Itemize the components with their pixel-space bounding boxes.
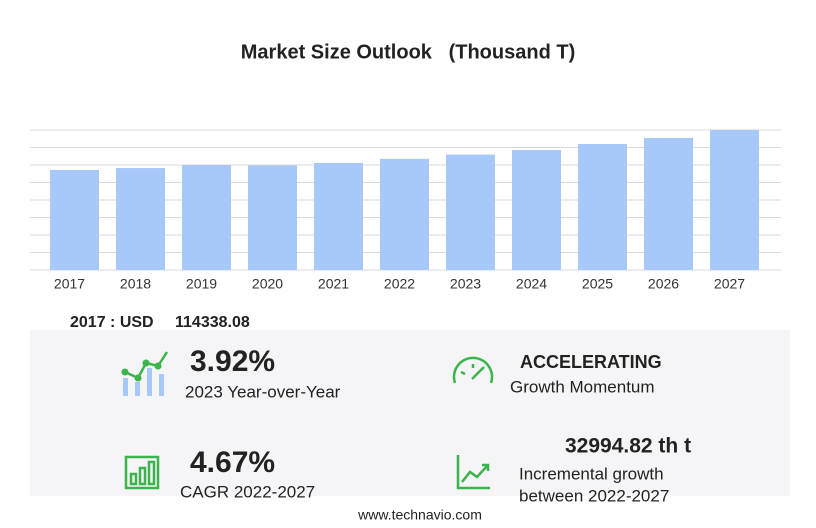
increment-label: between 2022-2027 bbox=[519, 486, 669, 505]
x-tick-label: 2018 bbox=[120, 276, 151, 292]
bar bbox=[182, 165, 231, 270]
bar bbox=[512, 150, 561, 270]
summary-label: 2017 : USD bbox=[70, 314, 154, 331]
bar bbox=[248, 165, 297, 270]
bar bbox=[578, 144, 627, 270]
bar bbox=[446, 154, 495, 270]
summary-value: 114338.08 bbox=[175, 314, 250, 331]
x-tick-label: 2021 bbox=[318, 276, 349, 292]
increment-value: 32994.82 th t bbox=[565, 435, 691, 458]
cagr-icon bbox=[124, 455, 160, 490]
x-tick-label: 2020 bbox=[252, 276, 283, 292]
momentum-value: ACCELERATING bbox=[520, 352, 662, 372]
x-tick-label: 2022 bbox=[384, 276, 415, 292]
bar bbox=[314, 162, 363, 270]
x-tick-label: 2019 bbox=[186, 276, 217, 292]
increment-label: Incremental growth bbox=[519, 464, 664, 483]
x-tick-label: 2024 bbox=[516, 276, 547, 292]
x-tick-label: 2025 bbox=[582, 276, 613, 292]
x-tick-label: 2017 bbox=[54, 276, 85, 292]
bar bbox=[710, 130, 759, 270]
x-tick-label: 2026 bbox=[648, 276, 679, 292]
stats-panel bbox=[30, 330, 790, 496]
x-tick-label: 2027 bbox=[714, 276, 745, 292]
bar bbox=[380, 158, 429, 270]
footer: www.technavio.com bbox=[357, 507, 482, 523]
x-tick-label: 2023 bbox=[450, 276, 481, 292]
bar bbox=[644, 137, 693, 270]
bar bbox=[50, 169, 99, 270]
yoy-value: 3.92% bbox=[190, 345, 275, 378]
bar bbox=[116, 168, 165, 270]
cagr-value: 4.67% bbox=[190, 446, 275, 479]
yoy-icon bbox=[121, 351, 169, 396]
yoy-label: 2023 Year-over-Year bbox=[185, 382, 341, 401]
chart-title: Market Size Outlook (Thousand T) bbox=[241, 41, 575, 63]
cagr-label: CAGR 2022-2027 bbox=[180, 482, 315, 501]
momentum-icon bbox=[452, 356, 494, 384]
plot: 2017 2018 2019 2020 2021 2022 2023 2024 2025 2026… bbox=[30, 129, 781, 292]
momentum-label: Growth Momentum bbox=[510, 377, 655, 396]
increment-icon bbox=[456, 455, 490, 490]
